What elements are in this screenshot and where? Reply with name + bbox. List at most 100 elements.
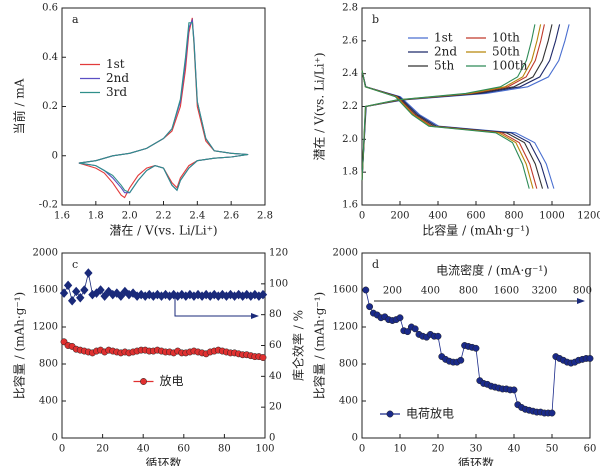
y-axis-label: 当前 / mA: [12, 78, 27, 134]
marker: [472, 344, 480, 352]
x-tick-label: 30: [470, 444, 483, 455]
y-tick-label: 0: [352, 433, 358, 444]
y-tick-label: 2000: [333, 248, 358, 259]
series-line: [78, 18, 249, 194]
y-tick-label: 2000: [33, 248, 58, 259]
y-tick-label: 400: [39, 396, 58, 407]
legend-label: 100th: [492, 59, 528, 73]
rate-label: 3200: [532, 286, 557, 297]
x-tick-label: 2.8: [257, 211, 273, 222]
y-tick-label: 800: [39, 359, 58, 370]
legend-label: 放电: [160, 373, 184, 388]
marker: [404, 328, 412, 336]
y-tick-label: 0.6: [42, 3, 58, 14]
series-line: [78, 22, 249, 194]
marker: [510, 386, 518, 394]
x-tick-label: 20: [96, 444, 109, 455]
rate-label: 800: [459, 286, 478, 297]
y-tick-label: -0.2: [39, 200, 58, 211]
y-tick-label: 0: [52, 433, 58, 444]
legend-label: 5th: [434, 59, 454, 73]
x-tick-label: 50: [546, 444, 559, 455]
series-line: [361, 24, 536, 189]
y-tick-label: 0.4: [42, 52, 58, 63]
legend-label: 电荷放电: [406, 406, 454, 421]
y-axis-label: 比容量 / (mAh·g⁻¹): [312, 292, 327, 399]
marker: [76, 292, 85, 303]
x-tick-label: 80: [218, 444, 231, 455]
legend-label: 10th: [492, 31, 520, 45]
panel-label: a: [72, 13, 79, 26]
marker: [100, 291, 109, 301]
legend-marker: [140, 378, 147, 385]
panel-label: d: [372, 258, 379, 271]
y-tick-label: 1600: [333, 285, 358, 296]
marker: [548, 409, 556, 417]
legend-label: 3rd: [106, 85, 127, 99]
x-tick-label: 1.6: [54, 211, 70, 222]
marker: [80, 285, 89, 295]
y-tick-label: 2.0: [342, 134, 358, 145]
legend-label: 2nd: [106, 71, 129, 85]
y2-axis-label: 库仑效率 / %: [291, 310, 306, 381]
arrow: [174, 297, 259, 319]
x-tick-label: 2.0: [122, 211, 138, 222]
y-tick-label: 1.6: [342, 200, 358, 211]
x-tick-label: 0: [359, 211, 365, 222]
x-tick-label: 10: [394, 444, 407, 455]
x-tick-label: 400: [428, 211, 447, 222]
x-tick-label: 2.4: [189, 211, 205, 222]
x-tick-label: 600: [466, 211, 485, 222]
annotation: 电流密度 / (mA·g⁻¹): [436, 263, 548, 278]
legend-label: 1st: [434, 31, 453, 45]
marker: [116, 291, 126, 301]
x-tick-label: 40: [508, 444, 521, 455]
x-tick-label: 1.8: [88, 211, 104, 222]
marker: [258, 289, 268, 300]
legend-label: 2nd: [434, 45, 457, 59]
x-tick-label: 1200: [577, 211, 600, 222]
marker: [84, 268, 93, 278]
rate-label: 400: [421, 286, 440, 297]
y-tick-label: 1600: [33, 285, 58, 296]
y2-tick-label: 60: [269, 340, 282, 351]
x-tick-label: 60: [177, 444, 190, 455]
marker: [396, 314, 404, 322]
y-tick-label: 1200: [333, 322, 358, 333]
y-tick-label: 2.4: [342, 68, 358, 79]
rate-label: 1600: [494, 286, 519, 297]
y2-tick-label: 20: [269, 402, 282, 413]
marker: [63, 280, 73, 291]
marker: [96, 285, 105, 295]
panel-label: b: [372, 13, 379, 26]
marker: [362, 286, 370, 294]
y2-tick-label: 120: [269, 248, 288, 259]
y-tick-label: 0.2: [42, 101, 58, 112]
x-tick-label: 0: [359, 444, 365, 455]
x-tick-label: 1000: [539, 211, 564, 222]
series-line: [365, 289, 590, 414]
y-tick-label: 0: [52, 150, 58, 161]
marker: [59, 288, 69, 298]
x-tick-label: 40: [137, 444, 150, 455]
x-tick-label: 20: [432, 444, 445, 455]
y-tick-label: 1200: [33, 322, 58, 333]
x-tick-label: 2.6: [223, 211, 239, 222]
marker: [259, 354, 267, 361]
plot-frame: [61, 7, 266, 206]
x-tick-label: 800: [504, 211, 523, 222]
x-axis-label: 潜在 / V(vs. Li/Li⁺): [109, 224, 217, 238]
y2-tick-label: 100: [269, 278, 288, 289]
marker: [366, 303, 374, 311]
y-tick-label: 1.8: [342, 167, 358, 178]
marker: [72, 286, 81, 297]
y-axis-label: 比容量 / (mAh·g⁻¹): [12, 292, 27, 399]
marker: [104, 286, 113, 297]
marker: [411, 325, 419, 333]
y-axis-label: 潜在 / V(vs. Li/Li⁺): [313, 52, 327, 160]
panel-label: c: [72, 258, 78, 271]
marker: [434, 332, 442, 340]
y-tick-label: 400: [339, 396, 358, 407]
marker: [120, 286, 130, 297]
